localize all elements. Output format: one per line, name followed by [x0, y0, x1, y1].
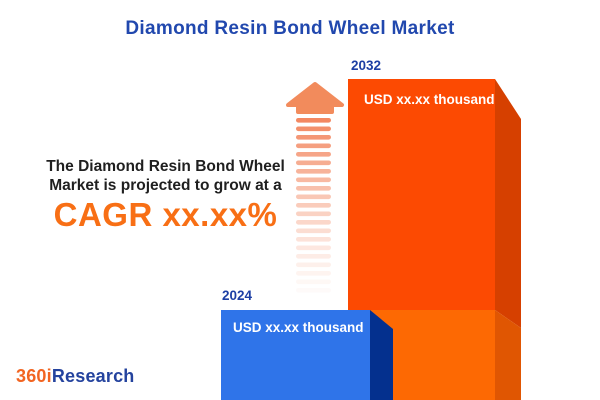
bar-label-2024: 2024	[222, 288, 253, 303]
arrow-dash	[296, 245, 331, 251]
arrow-dash	[296, 143, 331, 149]
arrow-dashes-group	[296, 118, 331, 293]
arrow-dash	[296, 228, 331, 234]
arrow-dash	[296, 135, 331, 140]
arrow-dash	[296, 262, 331, 268]
annotation-line2: Market is projected to grow at a	[49, 177, 282, 194]
arrow-dash	[296, 186, 331, 191]
bar-2024-side	[370, 310, 393, 400]
arrow-dash	[296, 118, 331, 123]
arrow-dash	[296, 126, 331, 132]
bar-2024	[221, 310, 393, 400]
arrow-dash	[296, 211, 331, 217]
arrow-dash	[296, 288, 331, 293]
bar-value-2032: USD xx.xx thousand	[364, 92, 495, 107]
growth-arrow-icon	[286, 82, 344, 293]
bar-2024-front	[221, 310, 370, 400]
arrow-dash	[296, 194, 331, 200]
page-title: Diamond Resin Bond Wheel Market	[125, 18, 455, 39]
arrow-dash	[296, 237, 331, 242]
bar-value-2024: USD xx.xx thousand	[233, 320, 364, 335]
bar-2032-side-bottom	[495, 310, 521, 400]
bar-2032-front-top	[348, 79, 495, 310]
arrow-dash	[296, 203, 331, 208]
arrow-dash	[296, 220, 331, 225]
arrow-dash	[296, 271, 331, 276]
arrow-dash	[296, 160, 331, 166]
bar-2032-side-top	[495, 79, 521, 328]
annotation-line1: The Diamond Resin Bond Wheel	[46, 158, 285, 175]
cagr-value: CAGR xx.xx%	[53, 196, 278, 233]
arrow-dash	[296, 279, 331, 285]
bar-2032	[348, 79, 521, 400]
arrow-dash	[296, 177, 331, 183]
brand-logo-360i: 360i	[16, 366, 52, 386]
bar-label-2032: 2032	[351, 58, 382, 73]
arrow-dash	[296, 254, 331, 259]
brand-logo-research: Research	[51, 366, 135, 386]
arrow-dash	[296, 169, 331, 174]
arrow-head	[286, 82, 344, 114]
arrow-dash	[296, 152, 331, 157]
growth-annotation: The Diamond Resin Bond Wheel Market is p…	[18, 157, 313, 233]
brand-logo: 360iResearch	[16, 366, 135, 387]
